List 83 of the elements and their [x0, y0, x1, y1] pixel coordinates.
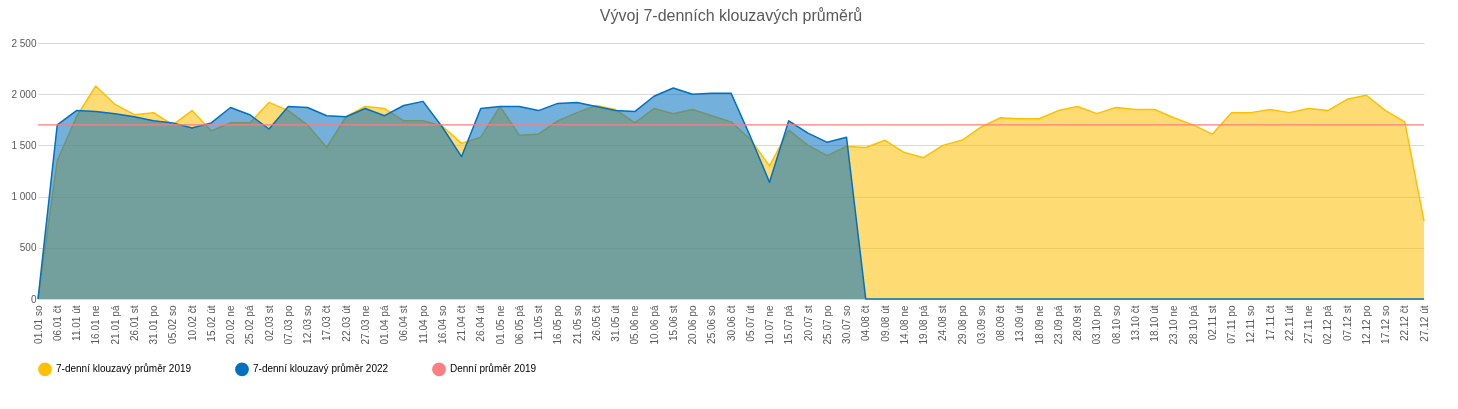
chart-title: Vývoj 7-denních klouzavých průměrů — [599, 7, 863, 24]
x-tick-label: 30.07 so — [841, 305, 852, 344]
x-tick-label: 13.10 čt — [1129, 305, 1141, 342]
legend-label: 7-denní klouzavý průměr 2019 — [56, 363, 192, 375]
y-tick-label: 2 500 — [11, 37, 37, 49]
x-tick-label: 21.01 pá — [109, 305, 121, 345]
x-tick-label: 06.05 pá — [513, 305, 525, 345]
x-tick-label: 06.01 čt — [51, 305, 63, 342]
x-tick-label: 11.01 út — [71, 305, 82, 341]
x-tick-label: 02.12 pá — [1322, 305, 1334, 345]
x-tick-label: 15.02 út — [205, 305, 217, 342]
x-tick-label: 26.04 út — [475, 305, 487, 342]
x-tick-label: 15.07 pá — [783, 305, 795, 345]
x-tick-label: 16.01 ne — [90, 305, 102, 345]
x-tick-label: 14.08 ne — [898, 305, 910, 345]
x-tick-label: 01.04 pá — [379, 305, 390, 345]
x-tick-label: 08.09 čt — [995, 305, 1006, 342]
x-tick-label: 23.10 ne — [1168, 305, 1180, 345]
y-tick-label: 500 — [19, 242, 37, 254]
x-tick-label: 27.12 út — [1418, 305, 1430, 342]
x-tick-label: 11.04 po — [417, 305, 429, 344]
x-tick-label: 07.12 st — [1341, 305, 1353, 342]
x-tick-label: 17.11 čt — [1264, 305, 1276, 341]
x-tick-label: 21.04 čt — [456, 305, 467, 342]
x-tick-label: 01.01 so — [32, 305, 44, 344]
x-tick-label: 30.06 čt — [725, 305, 737, 342]
x-tick-label: 05.07 út — [744, 305, 756, 342]
x-tick-label: 03.10 po — [1091, 305, 1103, 345]
x-tick-label: 22.12 čt — [1399, 305, 1411, 342]
x-tick-label: 09.08 út — [879, 305, 891, 342]
x-tick-label: 07.03 po — [282, 305, 294, 345]
x-tick-label: 16.05 po — [552, 305, 564, 345]
x-tick-label: 29.08 po — [956, 305, 968, 345]
x-tick-label: 12.03 so — [302, 305, 313, 344]
x-tick-label: 24.08 st — [937, 305, 949, 342]
x-tick-label: 01.05 ne — [494, 305, 506, 345]
x-tick-label: 15.06 st — [667, 305, 679, 342]
x-tick-label: 20.06 po — [687, 305, 698, 345]
x-tick-label: 11.05 st — [533, 305, 544, 341]
x-tick-label: 23.09 pá — [1052, 305, 1064, 345]
x-tick-label: 17.03 čt — [321, 305, 333, 342]
x-tick-label: 17.12 so — [1380, 305, 1391, 344]
legend-label: Denní průměr 2019 — [450, 363, 537, 375]
x-tick-label: 03.09 so — [975, 305, 987, 344]
x-tick-label: 13.09 út — [1014, 305, 1026, 342]
x-tick-label: 10.07 ne — [764, 305, 775, 345]
x-tick-label: 02.03 st — [263, 305, 275, 342]
x-tick-label: 27.03 ne — [359, 305, 371, 345]
y-tick-label: 1 000 — [11, 191, 37, 203]
x-tick-label: 20.07 st — [802, 305, 814, 342]
y-tick-label: 1 500 — [11, 139, 37, 151]
x-tick-label: 16.04 so — [436, 305, 448, 344]
x-tick-label: 25.02 pá — [244, 305, 256, 345]
x-tick-label: 20.02 ne — [225, 305, 236, 345]
legend-label: 7-denní klouzavý průměr 2022 — [253, 363, 389, 375]
x-tick-label: 10.02 čt — [186, 305, 198, 342]
x-tick-label: 07.11 po — [1226, 305, 1237, 344]
x-tick-label: 31.01 po — [148, 305, 159, 345]
x-tick-label: 22.11 út — [1283, 305, 1295, 341]
x-tick-label: 18.10 út — [1149, 305, 1160, 342]
x-tick-label: 08.10 so — [1110, 305, 1122, 344]
x-tick-label: 12.11 so — [1245, 305, 1257, 344]
x-tick-label: 18.09 ne — [1033, 305, 1045, 345]
x-tick-label: 05.06 ne — [629, 305, 641, 345]
x-tick-label: 26.01 st — [128, 305, 140, 342]
x-tick-label: 21.05 so — [571, 305, 583, 344]
x-tick-label: 02.11 st — [1206, 305, 1218, 341]
x-tick-label: 22.03 út — [340, 305, 352, 342]
x-tick-label: 10.06 pá — [648, 305, 660, 345]
x-tick-label: 04.08 čt — [860, 305, 872, 342]
y-tick-label: 0 — [30, 293, 37, 305]
x-tick-label: 06.04 st — [398, 305, 410, 342]
x-tick-label: 28.10 pá — [1187, 305, 1199, 345]
x-tick-label: 25.07 po — [821, 305, 833, 345]
x-tick-label: 26.05 čt — [590, 305, 602, 342]
x-tick-label: 27.11 ne — [1303, 305, 1314, 344]
x-tick-label: 25.06 so — [706, 305, 718, 344]
x-tick-label: 28.09 st — [1072, 305, 1083, 342]
x-tick-label: 05.02 so — [167, 305, 179, 344]
x-tick-label: 12.12 po — [1360, 305, 1372, 345]
y-tick-label: 2 000 — [11, 88, 37, 100]
x-tick-label: 31.05 út — [610, 305, 621, 342]
x-tick-label: 19.08 pá — [918, 305, 929, 345]
